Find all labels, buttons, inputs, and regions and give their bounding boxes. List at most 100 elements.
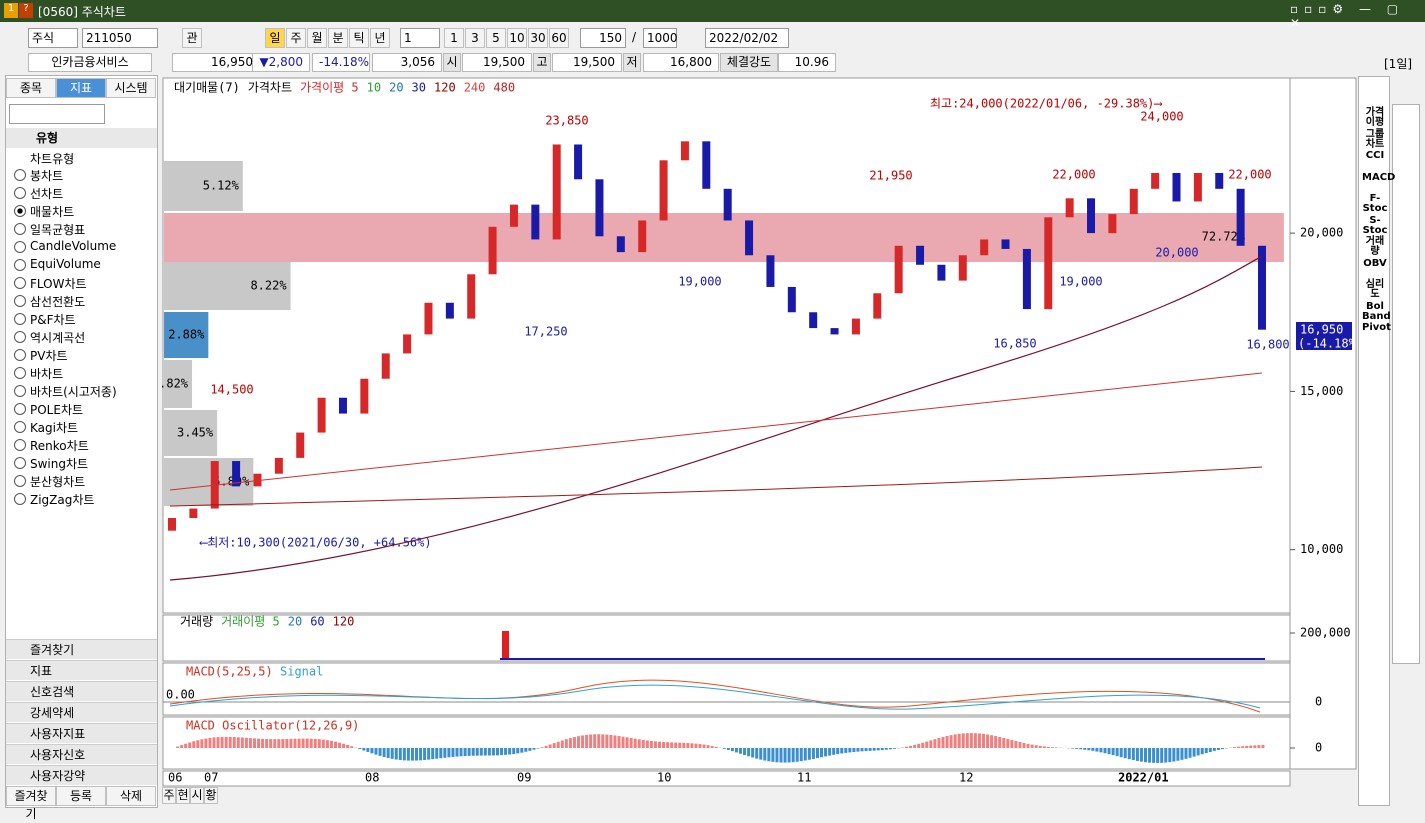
radio[interactable]: [14, 403, 26, 415]
interval-button[interactable]: 3: [465, 28, 485, 48]
group-header[interactable]: 사용자신호: [6, 744, 157, 764]
chart-type-item[interactable]: Renko차트: [30, 437, 89, 454]
indicator-button[interactable]: F-Stoc: [1362, 194, 1388, 214]
chart-type-item[interactable]: 일목균형표: [30, 221, 85, 238]
osc-bar: [763, 748, 766, 761]
indicator-button[interactable]: CCI: [1362, 151, 1388, 161]
unit-select[interactable]: 1: [400, 28, 440, 48]
group-header[interactable]: 신호검색: [6, 681, 157, 701]
indicator-button[interactable]: OBV: [1362, 259, 1388, 269]
date-input[interactable]: 2022/02/02: [705, 28, 789, 48]
osc-bar: [893, 748, 896, 749]
group-header[interactable]: 사용자지표: [6, 723, 157, 743]
group-header[interactable]: 지표: [6, 660, 157, 680]
sidebar-button[interactable]: 즐겨찾기: [6, 786, 56, 806]
bottom-tab[interactable]: 주: [162, 787, 176, 804]
chart-type-item[interactable]: Swing차트: [30, 455, 88, 472]
chart-type-item[interactable]: 바차트: [30, 365, 63, 382]
radio[interactable]: [14, 493, 26, 505]
bottom-tab[interactable]: 황: [204, 787, 218, 804]
chart-type-item[interactable]: 바차트(시고저종): [30, 383, 117, 400]
search-box[interactable]: [9, 104, 105, 124]
radio[interactable]: [14, 187, 26, 199]
chart-type-item[interactable]: EquiVolume: [30, 257, 101, 271]
help-icon[interactable]: ?: [19, 3, 33, 18]
period-button[interactable]: 월: [307, 28, 327, 48]
radio[interactable]: [14, 241, 26, 253]
chart-type-item[interactable]: P&F차트: [30, 311, 76, 328]
period-button[interactable]: 년: [370, 28, 390, 48]
radio[interactable]: [14, 475, 26, 487]
sidebar-tab[interactable]: 시스템: [106, 78, 156, 98]
sidebar-button[interactable]: 삭제: [106, 786, 156, 806]
osc-bar: [844, 748, 847, 753]
bottom-tab[interactable]: 현: [176, 787, 190, 804]
radio[interactable]: [14, 205, 26, 217]
view-button[interactable]: 관: [182, 28, 202, 48]
radio[interactable]: [14, 439, 26, 451]
chart-type-item[interactable]: FLOW차트: [30, 275, 87, 292]
chart-type-item[interactable]: 역시계곡선: [30, 329, 85, 346]
chart-type-item[interactable]: 삼선전환도: [30, 293, 85, 310]
chart-type-item[interactable]: 분산형차트: [30, 473, 85, 490]
group-header[interactable]: 사용자강약: [6, 765, 157, 785]
bottom-tab[interactable]: 시: [190, 787, 204, 804]
code-input[interactable]: 211050: [82, 28, 158, 48]
osc-bar: [771, 748, 774, 762]
radio[interactable]: [14, 223, 26, 235]
radio[interactable]: [14, 385, 26, 397]
radio[interactable]: [14, 349, 26, 361]
sidebar-button[interactable]: 등록: [56, 786, 106, 806]
radio[interactable]: [14, 277, 26, 289]
radio[interactable]: [14, 295, 26, 307]
indicator-button[interactable]: 그룹차트: [1362, 130, 1388, 150]
chart-type-item[interactable]: Kagi차트: [30, 419, 78, 436]
chart-type-item[interactable]: PV차트: [30, 347, 68, 364]
period-button[interactable]: 일: [265, 28, 285, 48]
candle: [702, 141, 710, 188]
osc-bar: [707, 745, 710, 748]
period-button[interactable]: 주: [286, 28, 306, 48]
indicator-button[interactable]: MACD: [1362, 173, 1388, 183]
radio[interactable]: [14, 331, 26, 343]
chart-type-item[interactable]: CandleVolume: [30, 239, 116, 253]
indicator-button[interactable]: 심리도: [1362, 280, 1388, 300]
period-button[interactable]: 분: [328, 28, 348, 48]
indicator-button[interactable]: Pivot: [1362, 323, 1388, 333]
max-input[interactable]: 1000: [643, 28, 677, 48]
radio[interactable]: [14, 421, 26, 433]
indicator-button[interactable]: 거래량: [1362, 237, 1388, 257]
interval-button[interactable]: 5: [486, 28, 506, 48]
osc-bar: [974, 733, 977, 748]
indicator-button[interactable]: 가격이평: [1362, 108, 1388, 128]
interval-button[interactable]: 30: [528, 28, 548, 48]
group-header[interactable]: 강세약세: [6, 702, 157, 722]
chart-type-item[interactable]: 매물차트: [30, 203, 74, 220]
radio[interactable]: [14, 367, 26, 379]
chart-type-item[interactable]: 봉차트: [30, 167, 63, 184]
indicator-button[interactable]: Bol Band: [1362, 302, 1388, 322]
market-select[interactable]: 주식: [28, 28, 78, 48]
profile-label: 5.12%: [203, 179, 240, 193]
sidebar-tab[interactable]: 지표: [56, 78, 106, 98]
period-button[interactable]: 틱: [349, 28, 369, 48]
indicator-button[interactable]: S-Stoc: [1362, 216, 1388, 236]
sidebar-tab[interactable]: 종목: [6, 78, 56, 98]
group-header[interactable]: 즐겨찾기: [6, 639, 157, 659]
radio[interactable]: [14, 313, 26, 325]
chart-type-item[interactable]: POLE차트: [30, 401, 83, 418]
osc-bar: [184, 744, 187, 748]
osc-bar: [285, 739, 288, 748]
interval-button[interactable]: 60: [549, 28, 569, 48]
interval-button[interactable]: 1: [444, 28, 464, 48]
radio[interactable]: [14, 259, 26, 271]
chart-type-item[interactable]: 선차트: [30, 185, 63, 202]
interval-button[interactable]: 10: [507, 28, 527, 48]
osc-bar: [666, 742, 669, 748]
radio[interactable]: [14, 457, 26, 469]
chart-type-item[interactable]: ZigZag차트: [30, 491, 94, 508]
radio[interactable]: [14, 169, 26, 181]
osc-bar: [253, 738, 256, 748]
count-input[interactable]: 150: [580, 28, 626, 48]
